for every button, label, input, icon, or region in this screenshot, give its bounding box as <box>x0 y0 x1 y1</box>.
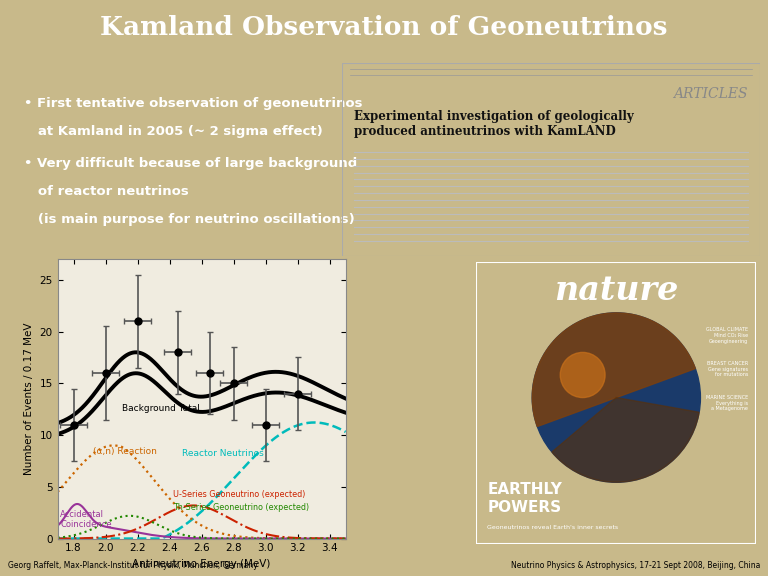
Y-axis label: Number of Events / 0.17 MeV: Number of Events / 0.17 MeV <box>24 323 34 475</box>
Text: Kamland Observation of Geoneutrinos: Kamland Observation of Geoneutrinos <box>101 15 667 40</box>
Text: nature: nature <box>554 274 678 307</box>
Circle shape <box>560 353 605 397</box>
Text: U-Series Geoneutrino (expected): U-Series Geoneutrino (expected) <box>173 490 305 499</box>
Text: Background Total: Background Total <box>121 404 200 414</box>
Text: of reactor neutrinos: of reactor neutrinos <box>25 185 189 198</box>
Circle shape <box>532 313 700 482</box>
Text: GLOBAL CLIMATE
Mind CO₂ Rise
Geoengineering: GLOBAL CLIMATE Mind CO₂ Rise Geoengineer… <box>706 327 748 344</box>
Text: • First tentative observation of geoneutrinos: • First tentative observation of geoneut… <box>25 97 362 110</box>
Text: ARTICLES: ARTICLES <box>674 86 748 101</box>
Text: Th-Series Geoneutrino (expected): Th-Series Geoneutrino (expected) <box>173 503 309 511</box>
X-axis label: Antineutrino Energy (MeV): Antineutrino Energy (MeV) <box>132 559 271 569</box>
Text: BREAST CANCER
Gene signatures
for mutations: BREAST CANCER Gene signatures for mutati… <box>707 361 748 377</box>
Wedge shape <box>552 397 699 482</box>
Text: MARINE SCIENCE
Everything is
a Metagenome: MARINE SCIENCE Everything is a Metagenom… <box>706 395 748 411</box>
Text: (is main purpose for neutrino oscillations): (is main purpose for neutrino oscillatio… <box>25 213 355 226</box>
Wedge shape <box>532 313 695 426</box>
Text: Georg Raffelt, Max-Planck-Institut fur Physik, Munchen, Germany: Georg Raffelt, Max-Planck-Institut fur P… <box>8 560 257 570</box>
Text: at Kamland in 2005 (~ 2 sigma effect): at Kamland in 2005 (~ 2 sigma effect) <box>25 125 323 138</box>
Text: Reactor Neutrinos: Reactor Neutrinos <box>183 449 264 458</box>
Text: Accidental
Coincidence: Accidental Coincidence <box>60 510 111 529</box>
Text: • Very difficult because of large background: • Very difficult because of large backgr… <box>25 157 358 170</box>
Text: (α,n) Reaction: (α,n) Reaction <box>93 447 157 456</box>
Text: Neutrino Physics & Astrophysics, 17-21 Sept 2008, Beijing, China: Neutrino Physics & Astrophysics, 17-21 S… <box>511 560 760 570</box>
Text: EARTHLY
POWERS: EARTHLY POWERS <box>488 482 562 514</box>
Text: Experimental investigation of geologically
produced antineutrinos with KamLAND: Experimental investigation of geological… <box>354 109 634 138</box>
Text: Geoneutrinos reveal Earth's inner secrets: Geoneutrinos reveal Earth's inner secret… <box>488 525 618 529</box>
